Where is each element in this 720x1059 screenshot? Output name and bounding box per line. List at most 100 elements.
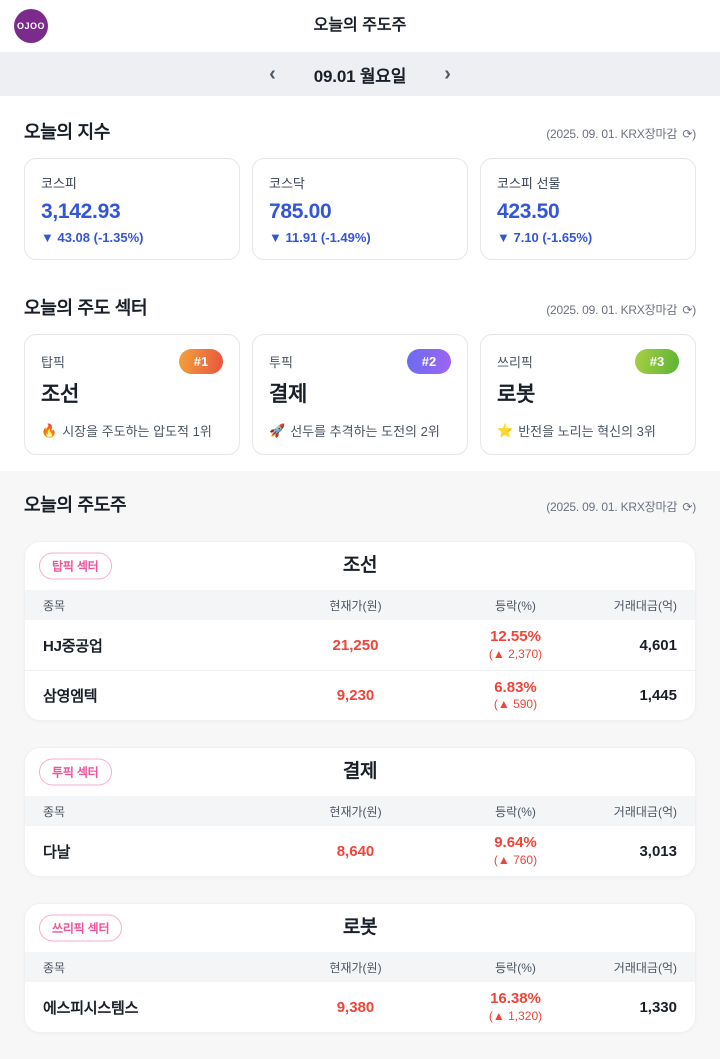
stock-change-pct: 9.64%: [494, 834, 537, 852]
stock-change: 12.55% (▲ 2,370): [448, 628, 583, 662]
sector-pick-label: 탑픽: [41, 355, 65, 370]
stock-price: 21,250: [332, 636, 379, 654]
sector-pick-label: 쓰리픽: [497, 355, 533, 370]
index-value: 785.00: [269, 200, 332, 223]
index-value: 423.50: [497, 200, 560, 223]
refresh-icon: ⟳: [682, 127, 693, 141]
sector-desc-text: 반전을 노리는 혁신의 3위: [518, 424, 656, 439]
app-header: OJOO 오늘의 주도주: [0, 0, 720, 52]
table-column-headers: 종목 현재가(원) 등락(%) 거래대금(억): [25, 952, 695, 982]
rank-2-badge: #2: [407, 349, 451, 374]
stock-price: 8,640: [336, 842, 375, 860]
index-card-kosdaq: 코스닥 785.00 ▼ 11.91 (-1.49%): [252, 158, 468, 260]
current-date-label: 09.01 월요일: [313, 66, 407, 86]
stock-row-sp-systems[interactable]: 에스피시스템스 9,380 16.38% (▲ 1,320) 1,330: [25, 982, 695, 1032]
stock-row-samyoung[interactable]: 삼영엠텍 9,230 6.83% (▲ 590) 1,445: [25, 670, 695, 720]
sector-card-two-pick: 투픽 #2 결제 🚀 선두를 추격하는 도전의 2위: [252, 334, 468, 455]
meta-close-paren: ): [692, 303, 696, 317]
stock-volume: 1,330: [639, 998, 677, 1016]
market-close-meta[interactable]: (2025. 09. 01. KRX장마감 ⟳): [546, 125, 696, 142]
col-volume: 거래대금(억): [613, 598, 677, 613]
sectors-section-header: 오늘의 주도 섹터 (2025. 09. 01. KRX장마감 ⟳): [24, 294, 696, 320]
col-name: 종목: [43, 598, 66, 613]
col-name: 종목: [43, 804, 66, 819]
stock-row-danal[interactable]: 다날 8,640 9.64% (▲ 760) 3,013: [25, 826, 695, 876]
stock-table-three-pick: 쓰리픽 섹터 로봇 종목 현재가(원) 등락(%) 거래대금(억) 에스피시스템…: [24, 903, 696, 1033]
index-change: ▼ 7.10 (-1.65%): [497, 230, 593, 245]
index-name: 코스피: [41, 176, 77, 191]
market-close-timestamp: (2025. 09. 01. KRX장마감: [546, 500, 678, 514]
index-value: 3,142.93: [41, 200, 121, 223]
stock-name: 다날: [43, 843, 71, 861]
stock-volume: 1,445: [639, 687, 677, 704]
stock-change-pct: 6.83%: [494, 678, 537, 696]
stock-name: 에스피시스템스: [43, 999, 139, 1017]
stock-name: 삼영엠텍: [43, 688, 98, 705]
sectors-heading: 오늘의 주도 섹터: [24, 298, 148, 318]
index-card-kospi-futures: 코스피 선물 423.50 ▼ 7.10 (-1.65%): [480, 158, 696, 260]
market-close-meta[interactable]: (2025. 09. 01. KRX장마감 ⟳): [546, 498, 696, 515]
stock-change: 16.38% (▲ 1,320): [448, 990, 583, 1024]
stock-change-abs: (▲ 1,320): [488, 1008, 543, 1023]
stock-change: 6.83% (▲ 590): [448, 679, 583, 713]
indices-section-header: 오늘의 지수 (2025. 09. 01. KRX장마감 ⟳): [24, 118, 696, 144]
index-name: 코스피 선물: [497, 176, 561, 191]
stock-change-abs: (▲ 590): [493, 697, 538, 712]
rank-1-badge: #1: [179, 349, 223, 374]
stock-table-two-pick: 투픽 섹터 결제 종목 현재가(원) 등락(%) 거래대금(억) 다날 8,64…: [24, 747, 696, 877]
market-close-meta[interactable]: (2025. 09. 01. KRX장마감 ⟳): [546, 301, 696, 318]
fire-icon: 🔥: [41, 422, 58, 438]
stock-change-abs: (▲ 2,370): [488, 646, 543, 661]
table-head: 투픽 섹터 결제: [25, 748, 695, 796]
col-change: 등락(%): [495, 804, 536, 819]
app-logo[interactable]: OJOO: [14, 9, 48, 43]
sector-pill-badge: 쓰리픽 섹터: [39, 914, 123, 942]
top-content: 오늘의 지수 (2025. 09. 01. KRX장마감 ⟳) 코스피 3,14…: [0, 96, 720, 471]
stocks-section-header: 오늘의 주도주 (2025. 09. 01. KRX장마감 ⟳): [24, 491, 696, 517]
stock-name: HJ중공업: [43, 637, 103, 655]
table-column-headers: 종목 현재가(원) 등락(%) 거래대금(억): [25, 796, 695, 826]
table-head: 탑픽 섹터 조선: [25, 542, 695, 590]
sector-card-top: 탑픽 #1: [41, 349, 223, 374]
index-name: 코스닥: [269, 176, 305, 191]
next-day-button[interactable]: ›: [436, 60, 459, 88]
sector-pill-badge: 탑픽 섹터: [39, 552, 112, 580]
index-card-kospi: 코스피 3,142.93 ▼ 43.08 (-1.35%): [24, 158, 240, 260]
stock-change-pct: 16.38%: [490, 990, 541, 1008]
sector-description: 🔥 시장을 주도하는 압도적 1위: [41, 421, 223, 440]
refresh-icon: ⟳: [682, 303, 693, 317]
stock-change: 9.64% (▲ 760): [448, 834, 583, 868]
stock-change-abs: (▲ 760): [493, 852, 538, 867]
index-change: ▼ 11.91 (-1.49%): [269, 230, 371, 245]
leading-stocks-content: 오늘의 주도주 (2025. 09. 01. KRX장마감 ⟳) 탑픽 섹터 조…: [0, 471, 720, 1059]
meta-close-paren: ): [692, 127, 696, 141]
col-price: 현재가(원): [329, 804, 382, 819]
sector-title: 로봇: [497, 383, 536, 406]
indices-heading: 오늘의 지수: [24, 122, 111, 142]
col-change: 등락(%): [495, 598, 536, 613]
sector-card-top: 투픽 #2: [269, 349, 451, 374]
index-change: ▼ 43.08 (-1.35%): [41, 230, 144, 245]
col-change: 등락(%): [495, 960, 536, 975]
sector-card-top: 쓰리픽 #3: [497, 349, 679, 374]
sector-card-top-pick: 탑픽 #1 조선 🔥 시장을 주도하는 압도적 1위: [24, 334, 240, 455]
rank-3-badge: #3: [635, 349, 679, 374]
table-title: 결제: [342, 761, 378, 782]
sector-description: ⭐ 반전을 노리는 혁신의 3위: [497, 421, 679, 440]
sector-pick-label: 투픽: [269, 355, 293, 370]
sector-description: 🚀 선두를 추격하는 도전의 2위: [269, 421, 451, 440]
sector-card-three-pick: 쓰리픽 #3 로봇 ⭐ 반전을 노리는 혁신의 3위: [480, 334, 696, 455]
prev-day-button[interactable]: ‹: [261, 60, 284, 88]
sector-desc-text: 시장을 주도하는 압도적 1위: [62, 424, 212, 439]
rocket-icon: 🚀: [269, 422, 286, 438]
sector-title: 결제: [269, 383, 308, 406]
refresh-icon: ⟳: [682, 500, 693, 514]
col-price: 현재가(원): [329, 598, 382, 613]
table-title: 조선: [342, 555, 378, 576]
sector-cards-row: 탑픽 #1 조선 🔥 시장을 주도하는 압도적 1위 투픽 #2 결제 🚀 선두…: [24, 334, 696, 455]
stock-price: 9,380: [336, 998, 375, 1016]
market-close-timestamp: (2025. 09. 01. KRX장마감: [546, 127, 678, 141]
stock-price: 9,230: [336, 687, 375, 704]
stock-table-top-pick: 탑픽 섹터 조선 종목 현재가(원) 등락(%) 거래대금(억) HJ중공업 2…: [24, 541, 696, 721]
stock-row-hj[interactable]: HJ중공업 21,250 12.55% (▲ 2,370) 4,601: [25, 620, 695, 670]
